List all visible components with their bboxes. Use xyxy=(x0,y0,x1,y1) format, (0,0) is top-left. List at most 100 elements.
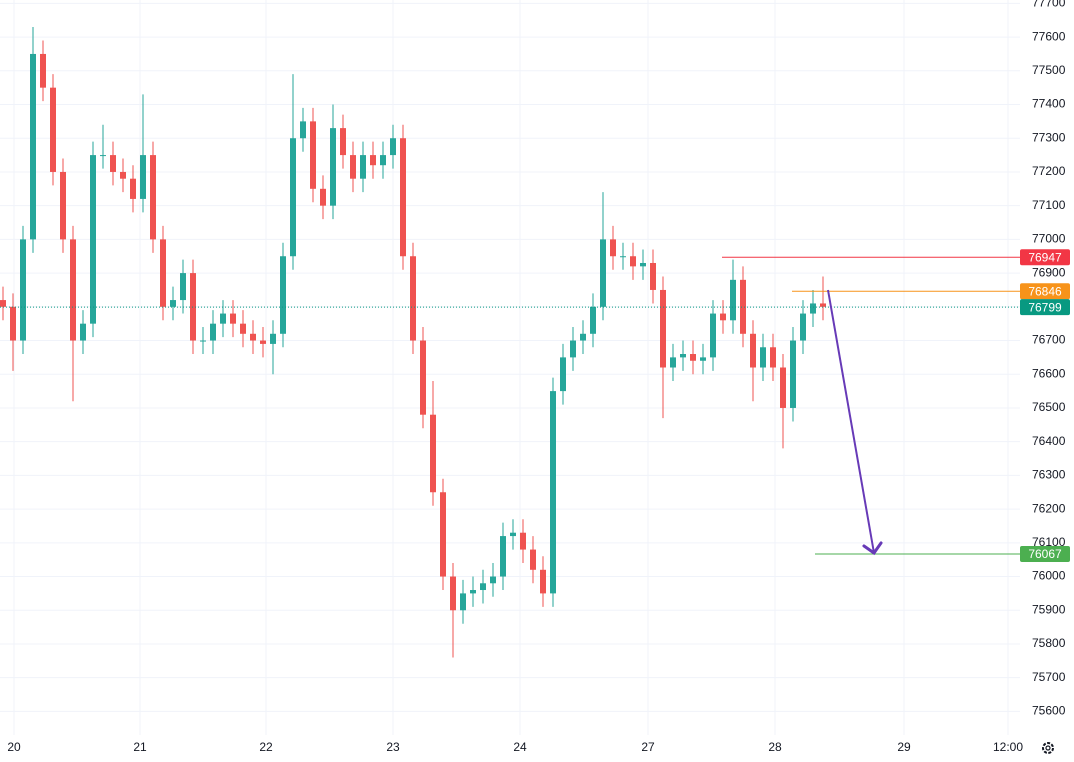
candle-body xyxy=(660,289,666,368)
candle-body xyxy=(280,256,286,334)
x-tick-label: 29 xyxy=(897,740,911,754)
candle-body xyxy=(170,300,176,307)
candle-body xyxy=(350,155,356,179)
y-tick-label: 76100 xyxy=(1032,535,1066,549)
candle-body xyxy=(570,340,576,358)
candle-body xyxy=(400,138,406,257)
candle-body xyxy=(820,303,826,307)
candle-body xyxy=(320,188,326,206)
candle-body xyxy=(480,583,486,591)
candle-body xyxy=(140,155,146,199)
candle-body xyxy=(610,239,616,257)
candle-body xyxy=(250,333,256,341)
candle-body xyxy=(640,262,646,267)
candle-body xyxy=(40,53,46,88)
y-tick-label: 76500 xyxy=(1032,400,1066,414)
candle-body xyxy=(70,239,76,341)
candle-body xyxy=(300,121,306,139)
candle-body xyxy=(680,354,686,358)
y-tick-label: 77100 xyxy=(1032,198,1066,212)
price-axis-bg xyxy=(1020,0,1074,762)
y-tick-label: 76000 xyxy=(1032,569,1066,583)
y-tick-label: 76300 xyxy=(1032,468,1066,482)
y-tick-label: 76200 xyxy=(1032,501,1066,515)
y-tick-label: 76600 xyxy=(1032,366,1066,380)
y-tick-label: 77200 xyxy=(1032,164,1066,178)
candle-body xyxy=(630,256,636,267)
candle-body xyxy=(780,367,786,408)
candle-body xyxy=(460,593,466,611)
x-tick-label: 27 xyxy=(641,740,655,754)
candle-body xyxy=(420,340,426,415)
y-tick-label: 76400 xyxy=(1032,434,1066,448)
candle-body xyxy=(110,155,116,172)
candle-body xyxy=(560,357,566,392)
y-tick-label: 77000 xyxy=(1032,232,1066,246)
candle-body xyxy=(590,306,596,334)
candle-body xyxy=(370,155,376,166)
candle-body xyxy=(440,492,446,577)
candle-body xyxy=(720,313,726,321)
y-tick-label: 75700 xyxy=(1032,670,1066,684)
price-label: 76799 xyxy=(1028,300,1062,314)
x-tick-label: 23 xyxy=(386,740,400,754)
x-tick-label: 22 xyxy=(259,740,273,754)
candle-body xyxy=(470,590,476,594)
candle-body xyxy=(30,53,36,240)
candle-body xyxy=(240,323,246,334)
candle-body xyxy=(20,239,26,341)
y-tick-label: 77300 xyxy=(1032,130,1066,144)
candle-body xyxy=(760,347,766,368)
y-tick-label: 77600 xyxy=(1032,29,1066,43)
candle-body xyxy=(490,576,496,584)
candle-body xyxy=(60,171,66,240)
candle-body xyxy=(530,549,536,570)
candle-body xyxy=(730,279,736,321)
candle-body xyxy=(410,256,416,341)
candle-body xyxy=(580,333,586,341)
candle-body xyxy=(770,347,776,368)
candle-body xyxy=(210,323,216,341)
price-label-bg xyxy=(1020,545,1070,562)
candle-body xyxy=(80,323,86,341)
x-tick-label: 28 xyxy=(768,740,782,754)
candle-body xyxy=(550,391,556,594)
candle-body xyxy=(360,155,366,179)
price-label-bg xyxy=(1020,299,1070,316)
candle-body xyxy=(340,128,346,156)
candle-body xyxy=(390,138,396,156)
x-tick-label: 12:00 xyxy=(993,740,1023,754)
price-label: 76846 xyxy=(1028,284,1062,298)
candle-body xyxy=(50,87,56,172)
y-tick-label: 77400 xyxy=(1032,97,1066,111)
candle-body xyxy=(710,313,716,358)
y-tick-label: 76700 xyxy=(1032,333,1066,347)
x-tick-label: 20 xyxy=(7,740,21,754)
candle-body xyxy=(790,340,796,408)
candle-body xyxy=(150,155,156,240)
y-tick-label: 75800 xyxy=(1032,636,1066,650)
candle-body xyxy=(620,256,626,258)
candle-body xyxy=(310,121,316,189)
candle-body xyxy=(120,171,126,179)
price-label-bg xyxy=(1020,249,1070,266)
candle-body xyxy=(540,569,546,594)
candle-body xyxy=(810,303,816,314)
candle-body xyxy=(800,313,806,341)
y-tick-label: 75600 xyxy=(1032,704,1066,718)
price-label-bg xyxy=(1020,283,1070,300)
candle-body xyxy=(220,313,226,324)
candle-body xyxy=(200,340,206,342)
candle-body xyxy=(740,279,746,334)
x-tick-label: 24 xyxy=(513,740,527,754)
candle-body xyxy=(450,576,456,611)
candle-body xyxy=(690,354,696,361)
y-tick-label: 75900 xyxy=(1032,602,1066,616)
y-tick-label: 77700 xyxy=(1032,0,1066,10)
candle-body xyxy=(270,333,276,344)
candle-body xyxy=(670,357,676,368)
price-label: 76067 xyxy=(1028,547,1062,561)
candle-body xyxy=(380,155,386,166)
settings-icon[interactable] xyxy=(1042,742,1054,754)
